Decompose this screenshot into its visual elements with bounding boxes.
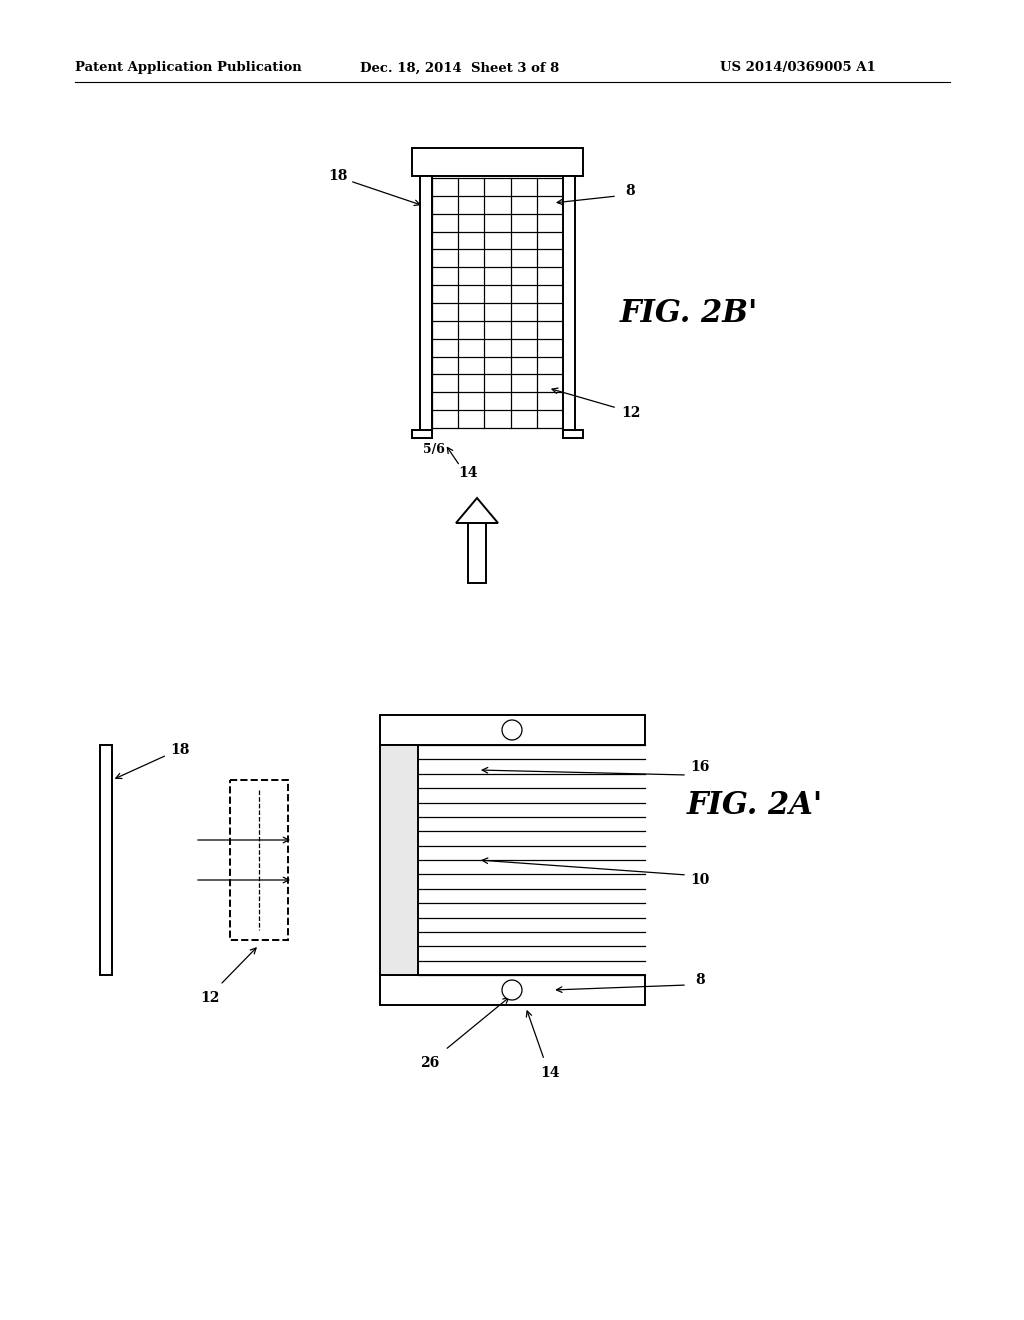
Bar: [100, 744, 112, 975]
Bar: [412, 430, 432, 438]
Text: 12: 12: [622, 407, 641, 420]
Text: 14: 14: [540, 1067, 559, 1080]
Circle shape: [502, 979, 522, 1001]
Text: 8: 8: [626, 183, 635, 198]
Bar: [563, 430, 583, 438]
Text: FIG. 2B': FIG. 2B': [620, 297, 759, 329]
Polygon shape: [456, 498, 498, 523]
Text: 14: 14: [459, 466, 478, 480]
Bar: [380, 744, 418, 975]
Bar: [412, 148, 583, 176]
Text: US 2014/0369005 A1: US 2014/0369005 A1: [720, 62, 876, 74]
Text: 12: 12: [201, 991, 220, 1005]
Text: 18: 18: [170, 743, 189, 756]
Text: 5/6: 5/6: [423, 444, 445, 457]
Text: Dec. 18, 2014  Sheet 3 of 8: Dec. 18, 2014 Sheet 3 of 8: [360, 62, 559, 74]
Text: Patent Application Publication: Patent Application Publication: [75, 62, 302, 74]
Text: 16: 16: [690, 760, 710, 774]
Bar: [230, 780, 288, 940]
Bar: [468, 523, 486, 583]
Text: 18: 18: [329, 169, 348, 183]
Bar: [230, 780, 288, 940]
Bar: [380, 715, 645, 744]
Text: 8: 8: [695, 973, 705, 987]
Bar: [563, 176, 575, 438]
Bar: [420, 176, 432, 438]
Text: FIG. 2A': FIG. 2A': [687, 789, 823, 821]
Circle shape: [502, 719, 522, 741]
Text: 10: 10: [690, 873, 710, 887]
Bar: [380, 975, 645, 1005]
Text: 26: 26: [421, 1056, 439, 1071]
